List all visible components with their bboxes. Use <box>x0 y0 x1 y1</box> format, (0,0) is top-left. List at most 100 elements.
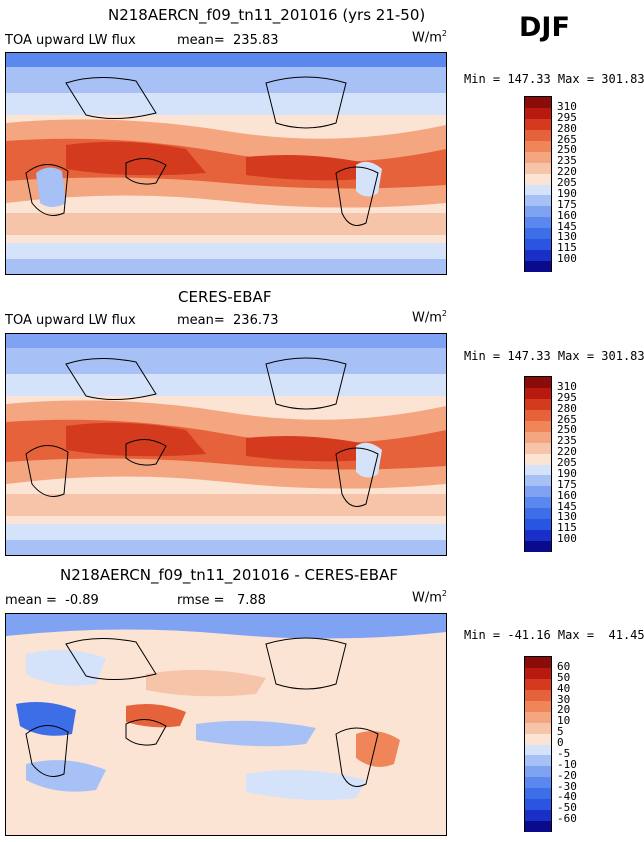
season-label: DJF <box>519 12 570 43</box>
colorbar-tick-label: -50 <box>557 801 577 815</box>
colorbar-swatch <box>525 474 551 487</box>
colorbar-swatch <box>525 700 551 712</box>
colorbar-swatch <box>525 194 551 207</box>
colorbar-swatch <box>525 377 551 389</box>
colorbar-swatch <box>525 733 551 745</box>
colorbar-tick-label: 250 <box>557 423 577 437</box>
colorbar-swatch <box>525 140 551 152</box>
panel-1-mean: mean= 235.83 <box>177 33 279 48</box>
colorbar-swatch <box>525 184 551 196</box>
colorbar-swatch <box>525 711 551 723</box>
colorbar-swatch <box>525 787 551 799</box>
panel-2-units: W/m2 <box>412 309 447 326</box>
colorbar-swatch <box>525 173 551 185</box>
colorbar-swatch <box>525 97 551 109</box>
colorbar-tick-label: -60 <box>557 812 577 826</box>
colorbar-tick-label: 295 <box>557 110 577 124</box>
colorbar-tick-label: 235 <box>557 154 577 168</box>
colorbar-tick-label: 265 <box>557 412 577 426</box>
panel-3-map <box>5 613 447 836</box>
colorbar-tick-label: 130 <box>557 510 577 524</box>
colorbar-2 <box>524 376 552 552</box>
colorbar-tick-label: 10 <box>557 714 571 728</box>
panel-2-map <box>5 333 447 556</box>
panel-1-stats: Min = 147.33 Max = 301.83 <box>464 72 644 86</box>
colorbar-tick-label: -30 <box>557 779 577 793</box>
colorbar-tick-label: 175 <box>557 477 577 491</box>
colorbar-tick-label: 280 <box>557 401 577 415</box>
colorbar-swatch <box>525 216 551 228</box>
colorbar-tick-label: 40 <box>557 681 571 695</box>
colorbar-swatch <box>525 798 551 810</box>
colorbar-swatch <box>525 754 551 767</box>
panel-3-rmse: rmse = 7.88 <box>177 593 266 608</box>
colorbar-swatch <box>525 387 551 400</box>
panel-3-units: W/m2 <box>412 589 447 606</box>
colorbar-tick-label: -20 <box>557 768 577 782</box>
colorbar-tick-label: 100 <box>557 532 577 546</box>
colorbar-swatch <box>525 453 551 465</box>
colorbar-swatch <box>525 678 551 691</box>
colorbar-tick-label: 115 <box>557 521 577 535</box>
colorbar-swatch <box>525 744 551 756</box>
panel-2-mean: mean= 236.73 <box>177 313 279 328</box>
colorbar-swatch <box>525 442 551 454</box>
colorbar-tick-label: 145 <box>557 499 577 513</box>
colorbar-tick-label: 235 <box>557 434 577 448</box>
panel-2-stats: Min = 147.33 Max = 301.83 <box>464 349 644 363</box>
panel-1-units: W/m2 <box>412 29 447 46</box>
panel-3-mean: mean = -0.89 <box>5 593 99 608</box>
colorbar-tick-label: 175 <box>557 197 577 211</box>
colorbar-swatch <box>525 205 551 218</box>
colorbar-tick-label: 205 <box>557 456 577 469</box>
colorbar-tick-label: 250 <box>557 143 577 157</box>
colorbar-tick-label: 5 <box>557 725 564 739</box>
colorbar-swatch <box>525 431 551 443</box>
colorbar-tick-label: -10 <box>557 757 577 771</box>
colorbar-swatch <box>525 162 551 174</box>
colorbar-swatch <box>525 129 551 141</box>
colorbar-swatch <box>525 151 551 163</box>
panel-2-variable: TOA upward LW flux <box>5 313 136 328</box>
panel-2-title: CERES-EBAF <box>178 288 272 306</box>
colorbar-swatch <box>525 507 551 519</box>
colorbar-swatch <box>525 496 551 508</box>
panel-1-title: N218AERCN_f09_tn11_201016 (yrs 21-50) <box>108 6 426 24</box>
colorbar-swatch <box>525 118 551 131</box>
colorbar-swatch <box>525 667 551 680</box>
colorbar-tick-label: 145 <box>557 219 577 233</box>
colorbar-swatch <box>525 809 551 821</box>
panel-3-stats: Min = -41.16 Max = 41.45 <box>464 628 644 642</box>
colorbar-tick-label: 160 <box>557 488 577 502</box>
colorbar-swatch <box>525 238 551 250</box>
colorbar-swatch <box>525 765 551 778</box>
colorbar-tick-label: 205 <box>557 176 577 189</box>
panel-1-variable: TOA upward LW flux <box>5 33 136 48</box>
colorbar-swatch <box>525 689 551 701</box>
colorbar-swatch <box>525 485 551 498</box>
colorbar-tick-label: 0 <box>557 736 564 749</box>
colorbar-tick-label: 310 <box>557 379 577 393</box>
colorbar-tick-label: 115 <box>557 241 577 255</box>
colorbar-1 <box>524 96 552 272</box>
colorbar-swatch <box>525 107 551 120</box>
panel-3-title: N218AERCN_f09_tn11_201016 - CERES-EBAF <box>60 566 398 584</box>
colorbar-tick-label: 220 <box>557 165 577 179</box>
colorbar-swatch <box>525 249 551 261</box>
colorbar-tick-label: 295 <box>557 390 577 404</box>
colorbar-swatch <box>525 227 551 239</box>
colorbar-tick-label: 100 <box>557 252 577 266</box>
colorbar-swatch <box>525 529 551 541</box>
colorbar-swatch <box>525 420 551 432</box>
colorbar-tick-label: 30 <box>557 692 571 706</box>
colorbar-tick-label: 130 <box>557 230 577 244</box>
colorbar-swatch <box>525 540 551 552</box>
colorbar-swatch <box>525 398 551 411</box>
colorbar-tick-label: 60 <box>557 659 571 673</box>
colorbar-tick-label: 190 <box>557 466 577 480</box>
colorbar-tick-label: -5 <box>557 746 571 760</box>
colorbar-swatch <box>525 657 551 669</box>
colorbar-swatch <box>525 722 551 734</box>
colorbar-swatch <box>525 820 551 832</box>
colorbar-tick-label: 310 <box>557 99 577 113</box>
